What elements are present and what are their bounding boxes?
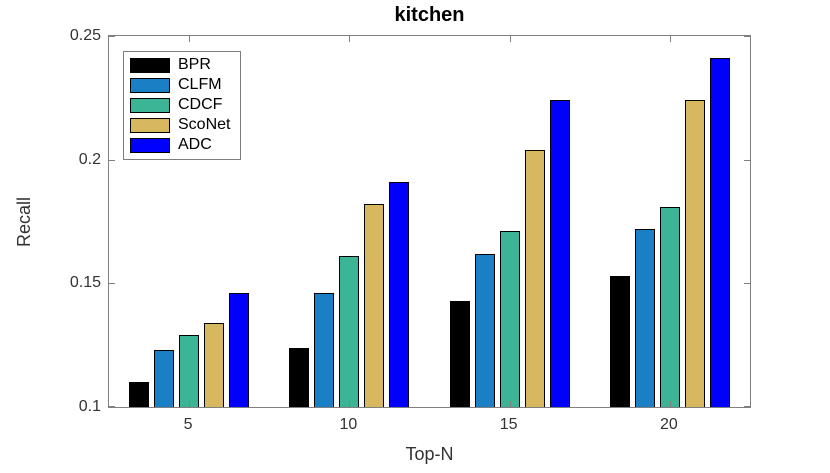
plot-area: BPR CLFM CDCF ScoNet ADC bbox=[108, 35, 751, 408]
legend-box: BPR CLFM CDCF ScoNet ADC bbox=[123, 51, 241, 160]
x-tick-label: 20 bbox=[659, 416, 678, 433]
legend-label-sconet: ScoNet bbox=[178, 116, 231, 133]
x-tick-label: 10 bbox=[339, 416, 358, 433]
bar-clfm-topn-10 bbox=[314, 293, 335, 407]
axis-tick bbox=[109, 36, 115, 37]
legend-item-sconet: ScoNet bbox=[124, 115, 240, 135]
axis-tick bbox=[669, 36, 671, 42]
legend-label-bpr: BPR bbox=[178, 56, 211, 73]
x-axis-label: Top-N bbox=[405, 444, 454, 464]
axis-tick bbox=[744, 283, 750, 285]
legend-swatch-clfm bbox=[130, 77, 170, 93]
bar-clfm-topn-20 bbox=[634, 228, 655, 407]
bar-adc-topn-10 bbox=[389, 181, 410, 407]
legend-swatch-adc bbox=[130, 137, 170, 153]
bar-clfm-topn-15 bbox=[474, 253, 495, 407]
axis-tick bbox=[189, 36, 191, 42]
bar-bpr-topn-5 bbox=[129, 382, 150, 407]
axis-tick bbox=[669, 401, 671, 407]
bar-bpr-topn-15 bbox=[449, 300, 470, 407]
axis-tick bbox=[109, 283, 115, 285]
legend-label-adc: ADC bbox=[178, 136, 212, 153]
axis-tick bbox=[349, 401, 351, 407]
bar-bpr-topn-20 bbox=[609, 275, 630, 407]
bar-cdcf-topn-5 bbox=[179, 335, 200, 407]
bar-adc-topn-20 bbox=[709, 58, 730, 407]
bar-sconet-topn-15 bbox=[524, 149, 545, 407]
y-tick-label: 0.2 bbox=[78, 150, 101, 168]
y-axis-label: Recall bbox=[14, 196, 34, 248]
y-tick-label: 0.1 bbox=[78, 398, 101, 415]
legend-item-adc: ADC bbox=[124, 135, 240, 155]
bar-cdcf-topn-15 bbox=[499, 231, 520, 407]
axis-tick bbox=[509, 36, 511, 42]
axis-tick bbox=[509, 401, 511, 407]
axis-tick bbox=[744, 159, 750, 161]
legend-label-clfm: CLFM bbox=[178, 76, 222, 93]
x-tick-label: 15 bbox=[499, 416, 518, 433]
legend-swatch-bpr bbox=[130, 57, 170, 73]
axis-tick bbox=[349, 36, 351, 42]
bar-clfm-topn-5 bbox=[154, 350, 175, 407]
bar-sconet-topn-5 bbox=[204, 322, 225, 407]
y-tick-label: 0.15 bbox=[69, 274, 101, 292]
bar-cdcf-topn-10 bbox=[339, 256, 360, 407]
legend-item-cdcf: CDCF bbox=[124, 95, 240, 115]
bar-sconet-topn-20 bbox=[684, 100, 705, 407]
bar-adc-topn-15 bbox=[549, 100, 570, 407]
axis-tick bbox=[109, 159, 115, 161]
bar-cdcf-topn-20 bbox=[659, 206, 680, 407]
bar-adc-topn-5 bbox=[229, 293, 250, 407]
chart-title: kitchen bbox=[394, 4, 465, 26]
legend-item-bpr: BPR bbox=[124, 55, 240, 75]
legend-swatch-cdcf bbox=[130, 97, 170, 113]
axis-tick bbox=[744, 406, 750, 407]
legend-item-clfm: CLFM bbox=[124, 75, 240, 95]
axis-tick bbox=[109, 406, 115, 407]
bar-bpr-topn-10 bbox=[289, 347, 310, 407]
legend-swatch-sconet bbox=[130, 117, 170, 133]
x-tick-label: 5 bbox=[183, 416, 193, 433]
bar-sconet-topn-10 bbox=[364, 204, 385, 407]
axis-tick bbox=[189, 401, 191, 407]
legend-label-cdcf: CDCF bbox=[178, 96, 223, 113]
axis-tick bbox=[744, 36, 750, 37]
y-tick-label: 0.25 bbox=[69, 27, 101, 44]
